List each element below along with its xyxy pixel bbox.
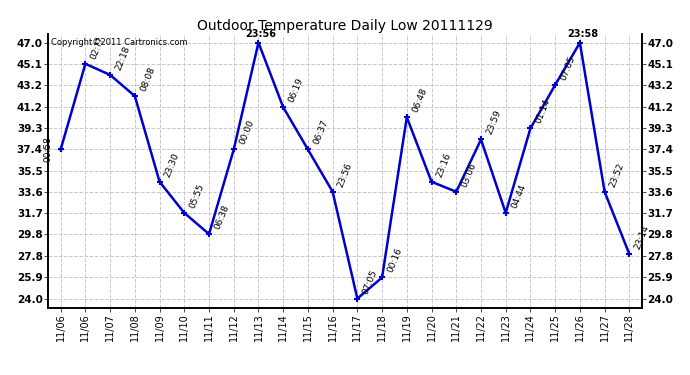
- Text: 22:18: 22:18: [114, 45, 132, 72]
- Text: 00:16: 00:16: [386, 247, 404, 274]
- Text: 06:38: 06:38: [213, 203, 230, 231]
- Text: 23:14: 23:14: [633, 224, 651, 251]
- Text: 05:55: 05:55: [188, 182, 206, 210]
- Text: 04:44: 04:44: [509, 183, 527, 210]
- Text: 06:48: 06:48: [411, 87, 428, 114]
- Text: 06:37: 06:37: [312, 119, 330, 146]
- Text: 02:??: 02:??: [89, 35, 106, 60]
- Text: 00:00: 00:00: [237, 119, 255, 146]
- Text: 08:08: 08:08: [139, 65, 157, 93]
- Text: 00:58: 00:58: [43, 136, 52, 162]
- Title: Outdoor Temperature Daily Low 20111129: Outdoor Temperature Daily Low 20111129: [197, 19, 493, 33]
- Text: 23:59: 23:59: [484, 109, 503, 136]
- Text: 23:56: 23:56: [336, 161, 355, 188]
- Text: 23:56: 23:56: [246, 29, 277, 39]
- Text: Copyright©2011 Cartronics.com: Copyright©2011 Cartronics.com: [51, 38, 188, 47]
- Text: 23:16: 23:16: [435, 151, 453, 178]
- Text: 23:52: 23:52: [609, 161, 627, 188]
- Text: 01:14: 01:14: [534, 98, 552, 125]
- Text: 23:30: 23:30: [164, 151, 181, 178]
- Text: 03:06: 03:06: [460, 161, 478, 188]
- Text: 06:19: 06:19: [287, 76, 305, 104]
- Text: 07:05: 07:05: [559, 54, 577, 82]
- Text: 23:58: 23:58: [566, 29, 598, 39]
- Text: 07:05: 07:05: [361, 268, 379, 295]
